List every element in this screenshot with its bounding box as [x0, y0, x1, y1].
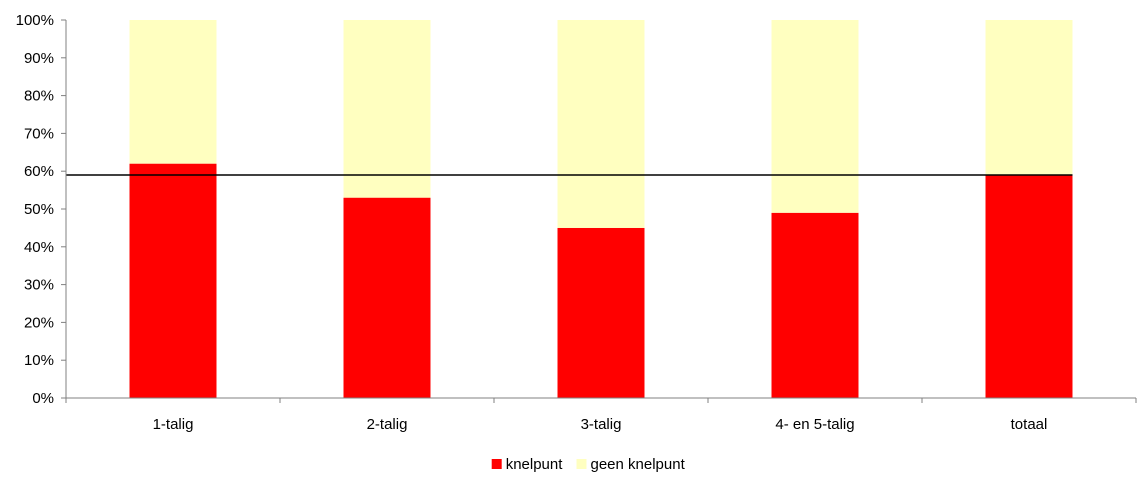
y-tick-label: 20%: [24, 314, 54, 331]
x-tick-label: 1-talig: [153, 416, 194, 433]
x-axis: 1-talig 2-talig 3-talig 4- en 5-talig totaal: [65, 397, 1137, 433]
y-tick-label: 50%: [24, 201, 54, 218]
y-tick-label: 80%: [24, 88, 54, 105]
bar-segment-geen-knelpunt-2: [557, 20, 645, 228]
x-tick-label: totaal: [1011, 416, 1048, 433]
y-axis: 0% 10% 20% 30% 40% 50% 60% 70% 80% 90% 100%: [16, 12, 67, 407]
x-tick-label: 3-talig: [581, 416, 622, 433]
bar-segment-knelpunt-2: [557, 227, 645, 398]
y-tick-label: 60%: [24, 163, 54, 180]
y-tick-label: 0%: [32, 390, 54, 407]
x-tick-label: 4- en 5-talig: [775, 416, 854, 433]
bar-segment-geen-knelpunt-1: [343, 20, 431, 198]
y-tick-label: 90%: [24, 50, 54, 67]
bar-segment-geen-knelpunt-3: [771, 20, 859, 213]
y-tick-label: 100%: [16, 12, 54, 29]
bar-segment-knelpunt-0: [129, 163, 217, 398]
y-tick-label: 10%: [24, 352, 54, 369]
plot-area: [66, 20, 1073, 398]
y-tick-label: 70%: [24, 125, 54, 142]
bar-segment-knelpunt-3: [771, 212, 859, 398]
legend-label-knelpunt: knelpunt: [506, 456, 564, 473]
legend: knelpunt geen knelpunt: [491, 456, 686, 473]
y-tick-label: 30%: [24, 277, 54, 294]
legend-label-geen-knelpunt: geen knelpunt: [591, 456, 686, 473]
x-tick-label: 2-talig: [367, 416, 408, 433]
bar-segment-knelpunt-4: [985, 174, 1073, 398]
bar-segment-geen-knelpunt-4: [985, 20, 1073, 175]
legend-swatch-geen-knelpunt: [576, 459, 587, 469]
bar-segment-geen-knelpunt-0: [129, 20, 217, 164]
bar-segment-knelpunt-1: [343, 197, 431, 398]
y-tick-label: 40%: [24, 239, 54, 256]
legend-swatch-knelpunt: [491, 459, 502, 469]
